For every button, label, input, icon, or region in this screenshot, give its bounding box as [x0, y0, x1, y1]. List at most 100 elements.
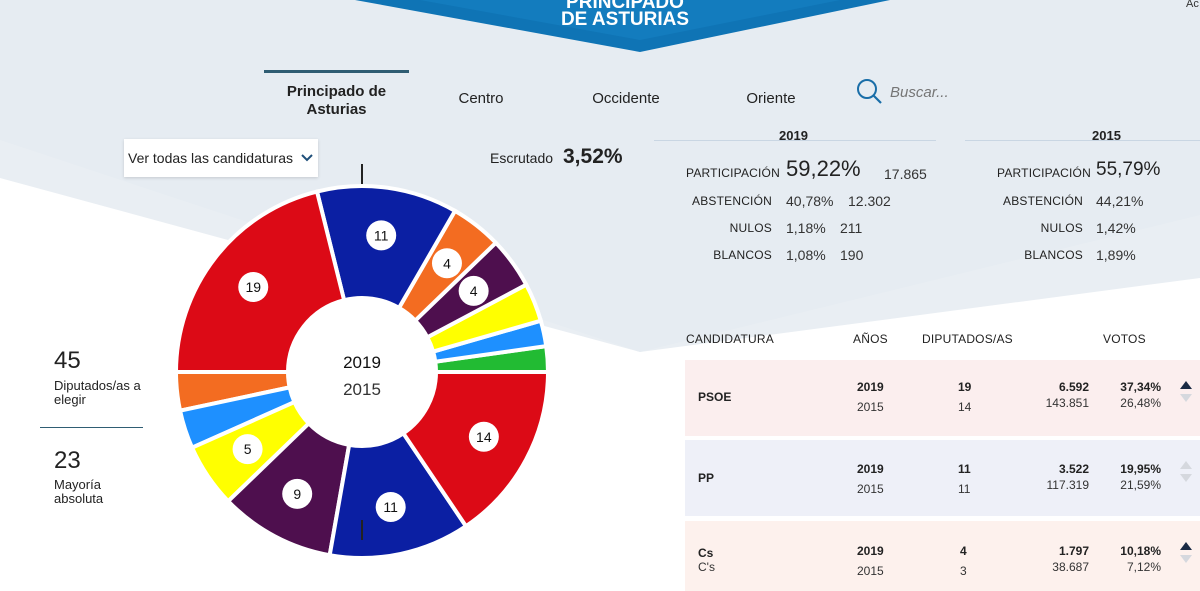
blancos-count-2019: 190	[840, 247, 864, 263]
participacion-label-2019: PARTICIPACIÓN	[686, 166, 780, 180]
row-seats-previous: 14	[958, 400, 972, 414]
tab-centro[interactable]: Centro	[440, 90, 522, 107]
trend-up-icon	[1180, 542, 1192, 563]
tab-label: Occidente	[592, 90, 660, 107]
stats-year-2015: 2015	[1092, 128, 1121, 143]
abstencion-pct-2015: 44,21%	[1096, 193, 1144, 209]
table-row-cs[interactable]: Cs C's 2019 2015 4 3 1.797 38.687 10,18%…	[685, 521, 1200, 591]
donut-2019-seat-badge-0	[238, 272, 269, 303]
tab-occidente[interactable]: Occidente	[580, 90, 672, 107]
nulos-pct-2015: 1,42%	[1096, 220, 1136, 236]
donut-year-previous: 2015	[343, 380, 381, 399]
row-seats-current: 4	[960, 544, 967, 558]
row-pct-current: 10,18%	[1120, 544, 1161, 558]
candidatura-filter-dropdown[interactable]: Ver todas las candidaturas	[124, 139, 318, 177]
row-year-previous: 2015	[857, 564, 884, 578]
donut-2015-seat-label-1: 11	[383, 499, 398, 515]
seat-donut-chart: 19 11 4 4 14 11 9 5	[173, 164, 551, 560]
donut-year-current: 2019	[343, 353, 381, 372]
majority-value: 23	[54, 447, 81, 474]
dropdown-selected: Ver todas las candidaturas	[128, 150, 293, 166]
donut-2019-seat-label-3: 4	[470, 283, 478, 299]
row-year-current: 2019	[857, 462, 884, 476]
search-icon[interactable]	[856, 78, 884, 106]
row-votes-current: 3.522	[1058, 462, 1089, 476]
row-pct-previous: 21,59%	[1120, 478, 1161, 492]
donut-center	[288, 298, 436, 446]
nulos-pct-2019: 1,18%	[786, 220, 826, 236]
donut-2015-seat-label-0: 14	[476, 429, 492, 445]
donut-2015-seat-badge-0	[468, 421, 499, 452]
donut-2019-seat-badge-3	[458, 275, 489, 306]
donut-2019-seat-label-1: 11	[374, 227, 389, 243]
tab-label: Oriente	[746, 90, 796, 107]
row-seats-previous: 11	[958, 482, 971, 496]
table-row-psoe[interactable]: PSOE 2019 2015 19 14 6.592 143.851 37,34…	[685, 360, 1200, 436]
year-underline-2015	[965, 140, 1200, 141]
tab-label: Principado de Asturias	[286, 83, 387, 118]
participacion-pct-2019: 59,22%	[786, 156, 861, 181]
year-underline-2019	[654, 140, 936, 141]
donut-2015-seat-badge-2	[282, 478, 313, 509]
donut-2019-seat-badge-2	[431, 248, 462, 279]
tab-principado[interactable]: Principado de Asturias	[264, 70, 409, 119]
col-header-anos[interactable]: AÑOS	[853, 332, 888, 346]
nulos-count-2019: 211	[840, 220, 863, 236]
donut-2015-seat-badge-3	[232, 434, 263, 465]
participacion-count-2019: 17.865	[884, 166, 927, 182]
nulos-label-2019: NULOS	[729, 221, 772, 235]
trend-neutral-icon	[1180, 461, 1192, 482]
blancos-pct-2019: 1,08%	[786, 247, 826, 263]
row-votes-previous: 117.319	[1046, 478, 1090, 492]
donut-2019-seat-label-0: 19	[245, 279, 261, 295]
donut-2019-seat-label-2: 4	[443, 255, 451, 271]
tab-oriente[interactable]: Oriente	[735, 90, 807, 107]
blancos-pct-2015: 1,89%	[1096, 247, 1136, 263]
row-name: PSOE	[698, 390, 732, 404]
row-votes-current: 1.797	[1058, 544, 1089, 558]
abstencion-label-2019: ABSTENCIÓN	[691, 194, 772, 208]
col-header-candidatura[interactable]: CANDIDATURA	[686, 332, 774, 346]
row-votes-current: 6.592	[1058, 380, 1089, 394]
donut-2015-seat-label-2: 9	[293, 486, 301, 502]
blancos-label-2019: BLANCOS	[713, 248, 772, 262]
chevron-down-icon	[301, 154, 313, 162]
participacion-pct-2015: 55,79%	[1096, 159, 1161, 180]
donut-2019-seat-badge-1	[366, 220, 397, 251]
corner-text: Ac	[1186, 0, 1199, 10]
table-row-pp[interactable]: PP 2019 2015 11 11 3.522 117.319 19,95% …	[685, 440, 1200, 516]
scrutiny-value: 3,52%	[563, 145, 623, 168]
search-box[interactable]	[856, 78, 1056, 108]
nulos-label-2015: NULOS	[1040, 221, 1083, 235]
scrutiny-label: Escrutado	[490, 150, 554, 166]
row-year-previous: 2015	[857, 482, 884, 496]
abstencion-pct-2019: 40,78%	[786, 193, 834, 209]
abstencion-count-2019: 12.302	[848, 193, 891, 209]
col-header-diputados[interactable]: DIPUTADOS/AS	[922, 332, 1013, 346]
banner-title: PRINCIPADO DE ASTURIAS	[540, 0, 710, 30]
divider	[40, 427, 143, 428]
majority-label: Mayoría absoluta	[54, 477, 104, 506]
row-pct-previous: 7,12%	[1126, 560, 1161, 574]
donut-2015-seat-badge-1	[375, 491, 406, 522]
row-subname: C's	[698, 560, 715, 574]
row-seats-current: 11	[958, 462, 971, 476]
stats-year-2019: 2019	[779, 128, 808, 143]
row-year-current: 2019	[857, 544, 884, 558]
col-header-votos[interactable]: VOTOS	[1103, 332, 1146, 346]
tab-label: Centro	[458, 90, 504, 107]
donut-2015-seat-label-3: 5	[244, 441, 252, 457]
blancos-label-2015: BLANCOS	[1024, 248, 1083, 262]
row-seats-previous: 3	[960, 564, 967, 578]
banner-title-line1: PRINCIPADO	[566, 0, 684, 13]
row-seats-current: 19	[958, 380, 972, 394]
abstencion-label-2015: ABSTENCIÓN	[1002, 194, 1083, 208]
search-input[interactable]	[890, 84, 1010, 101]
trend-up-icon	[1180, 381, 1192, 402]
participacion-label-2015: PARTICIPACIÓN	[997, 166, 1091, 180]
row-year-current: 2019	[857, 380, 884, 394]
row-pct-current: 19,95%	[1120, 462, 1161, 476]
row-votes-previous: 143.851	[1045, 396, 1089, 410]
row-pct-current: 37,34%	[1120, 380, 1161, 394]
banner-title-line2: DE ASTURIAS	[560, 9, 690, 30]
